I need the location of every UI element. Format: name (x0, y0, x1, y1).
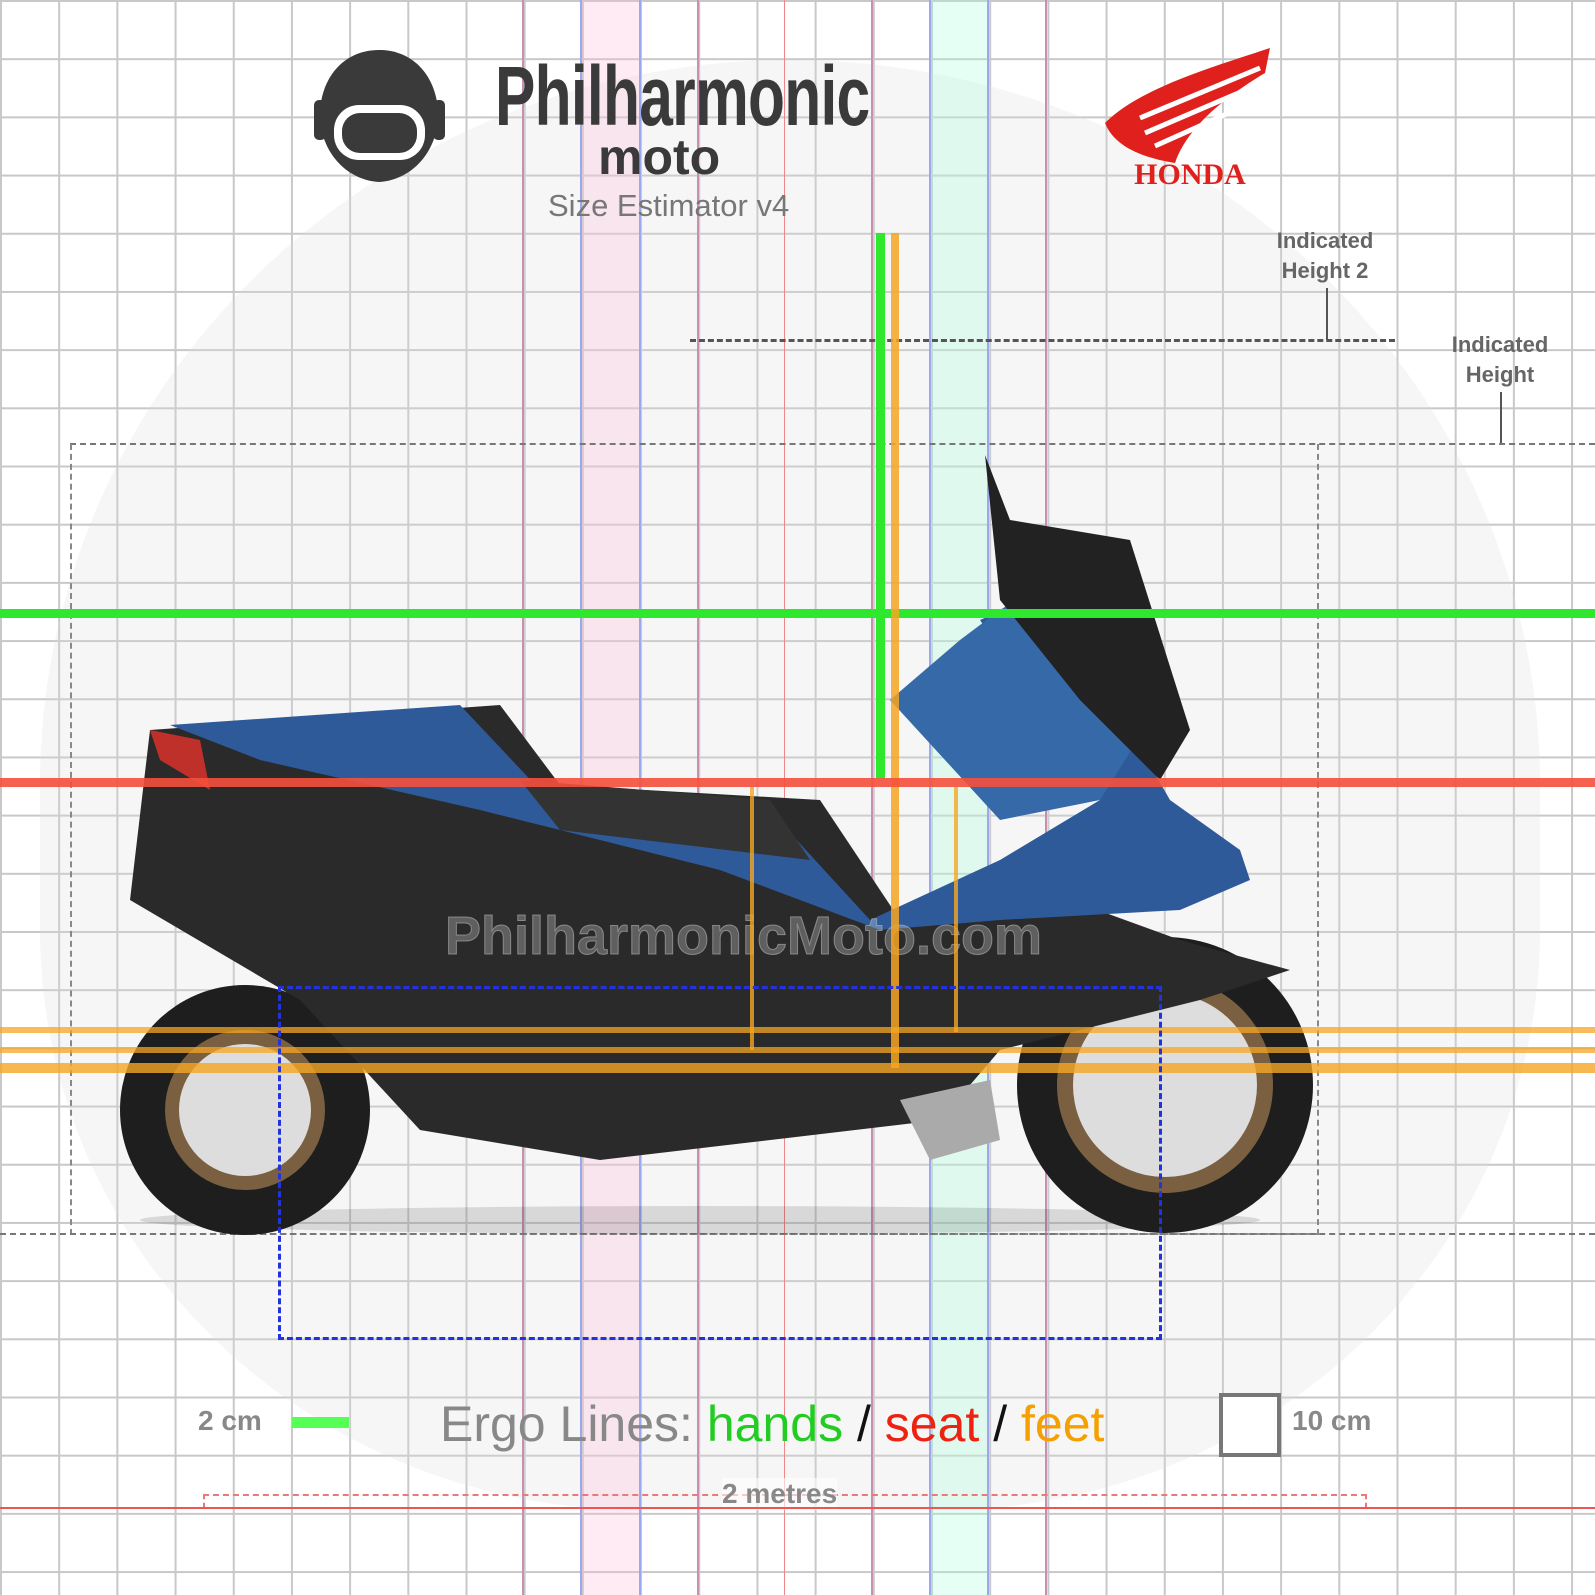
feet-vertical (954, 787, 958, 1032)
mint-band (930, 0, 988, 1595)
ergo-hands: hands (706, 1396, 844, 1452)
scale-10cm-box (1219, 1393, 1281, 1457)
brand-title: Philharmonic (495, 49, 870, 143)
hands-vertical (876, 233, 885, 778)
ref-line (929, 0, 931, 1595)
ergo-feet: feet (1021, 1396, 1105, 1452)
wheelbase-box (278, 986, 1162, 1340)
ergo-prefix: Ergo Lines: (440, 1396, 693, 1452)
seat-line (0, 778, 1595, 787)
ergo-seat: seat (884, 1396, 980, 1452)
two-metre-line (0, 1507, 1595, 1509)
scale-2m-label: 2 metres (722, 1478, 838, 1510)
feet-line (0, 1063, 1595, 1073)
feet-line (0, 1027, 1595, 1033)
scale-10cm-label: 10 cm (1292, 1405, 1372, 1436)
feet-line (0, 1047, 1595, 1053)
helmet-logo-icon (314, 50, 445, 182)
indicated-height-2-label: Indicated Height 2 (1276, 228, 1374, 283)
ref-line (784, 0, 785, 1595)
honda-wing-logo: HONDA (1105, 48, 1270, 188)
ref-line (871, 0, 873, 1595)
hands-line (0, 609, 1595, 618)
separator: / (856, 1396, 871, 1452)
honda-text: HONDA (1134, 158, 1246, 188)
indicated-height-label: Indicated Height (1451, 332, 1549, 387)
ergo-legend: Ergo Lines: hands / seat / feet (440, 1395, 1104, 1453)
scale-2cm-bar (292, 1417, 349, 1428)
scale-2cm-label: 2 cm (198, 1405, 262, 1436)
feet-vertical (750, 787, 754, 1050)
subtitle: Size Estimator v4 (548, 188, 790, 223)
tick (1500, 392, 1502, 444)
watermark: PhilharmonicMoto.com (444, 906, 1043, 967)
height-2-line (690, 339, 1395, 342)
separator: / (993, 1396, 1008, 1452)
ground-line (0, 1233, 1595, 1235)
tick (1326, 288, 1328, 340)
feet-vertical (891, 233, 899, 1068)
height-line (70, 443, 1595, 445)
brand-moto: moto (598, 129, 721, 185)
